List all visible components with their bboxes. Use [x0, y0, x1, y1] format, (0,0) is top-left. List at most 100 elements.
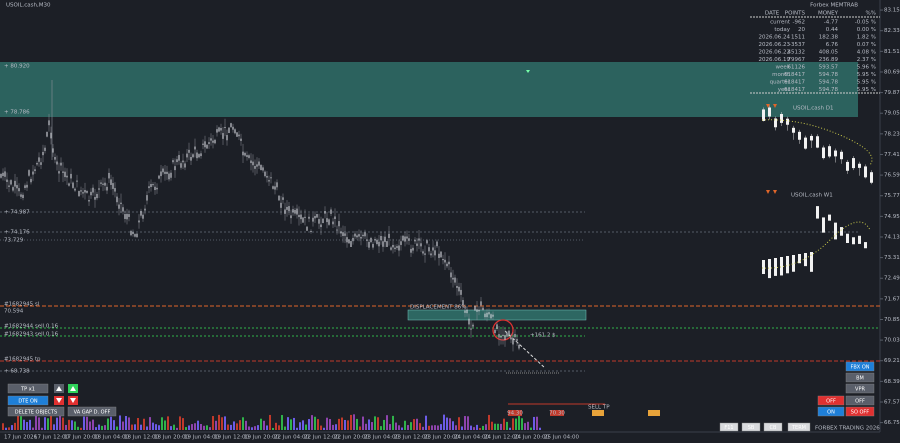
mini-body	[834, 222, 837, 240]
button-label[interactable]: SB	[748, 425, 755, 431]
candle-body	[144, 208, 146, 211]
button[interactable]	[817, 406, 845, 417]
table-cell: 2.37 %	[857, 57, 876, 63]
button-label[interactable]: DTE ON	[18, 399, 38, 405]
volume-bar	[227, 424, 229, 430]
volume-bar	[209, 427, 211, 430]
button-label[interactable]: F11	[724, 425, 733, 431]
volume-bar	[308, 419, 310, 430]
order-label: #1682945 tp	[4, 357, 41, 363]
candle-body	[388, 233, 390, 238]
button-label[interactable]: CB	[770, 425, 777, 431]
annotation: +161.2 $	[530, 333, 556, 339]
button[interactable]	[845, 372, 875, 383]
button-label[interactable]: OFF	[855, 399, 865, 405]
volume-bar	[38, 417, 40, 430]
annotation: USOIL.cash W1	[791, 193, 833, 199]
displacement-zone	[407, 309, 587, 321]
candle-body	[138, 220, 140, 223]
volume-bar	[41, 427, 43, 430]
candle-body	[298, 214, 300, 218]
volume-bar	[272, 427, 274, 430]
candle-body	[312, 217, 314, 222]
candle-body	[168, 173, 170, 180]
button[interactable]	[7, 383, 49, 394]
table-cell: 2026.06.23	[759, 42, 791, 48]
table-cell: quarter	[770, 80, 791, 86]
volume-bar	[131, 424, 133, 430]
button[interactable]	[7, 395, 49, 406]
candle-body	[310, 230, 312, 233]
price-tick-label: 70.035	[884, 338, 900, 344]
volume-bar	[242, 417, 244, 430]
button[interactable]	[845, 383, 875, 394]
table-cell: 1.82 %	[857, 35, 876, 41]
button-label[interactable]: OFF	[826, 399, 836, 405]
candle-body	[148, 186, 150, 189]
button[interactable]	[719, 422, 739, 432]
marker	[773, 104, 777, 108]
candle-body	[284, 209, 286, 214]
volume-bar	[89, 421, 91, 430]
candle-body	[410, 248, 412, 253]
button[interactable]	[845, 406, 875, 417]
volume-bars	[2, 414, 541, 430]
button[interactable]	[763, 422, 783, 432]
candle-body	[322, 218, 324, 224]
button-label[interactable]: TERM	[791, 425, 806, 431]
candle-body	[214, 139, 216, 144]
volume-bar	[341, 417, 343, 430]
button-label[interactable]: SO OFF	[851, 410, 870, 416]
button-label[interactable]: ON	[827, 410, 835, 416]
button[interactable]	[741, 422, 761, 432]
candle-body	[420, 243, 422, 247]
button[interactable]	[817, 395, 845, 406]
volume-bar	[440, 424, 442, 430]
volume-bar	[296, 427, 298, 430]
candle-body	[506, 333, 508, 337]
volume-bar	[152, 422, 154, 430]
candle-body	[356, 235, 358, 238]
price-tick-label: 79.875	[884, 90, 900, 96]
candle-body	[458, 286, 460, 292]
volume-bar	[410, 422, 412, 430]
candle-body	[254, 166, 256, 169]
button[interactable]	[67, 406, 117, 417]
candle-body	[438, 253, 440, 258]
volume-bar	[473, 427, 475, 430]
button[interactable]	[845, 361, 875, 372]
candle-body	[404, 236, 406, 242]
mini-body	[852, 158, 855, 169]
volume-bar	[413, 419, 415, 430]
candle-body	[450, 272, 452, 278]
volume-bar	[122, 421, 124, 430]
candle-body	[436, 241, 438, 247]
button[interactable]	[787, 422, 811, 432]
button[interactable]	[7, 406, 65, 417]
candle-body	[490, 314, 492, 319]
mini-body	[780, 257, 783, 276]
volume-bar	[65, 424, 67, 430]
button-label[interactable]: VA GAP D. OFF	[74, 410, 111, 416]
button[interactable]	[845, 395, 875, 406]
candle-body	[334, 216, 336, 220]
candle-body	[296, 208, 298, 215]
button-label[interactable]: VPR	[855, 387, 865, 393]
candle-body	[324, 211, 326, 214]
time-label: 22 Jun 12:00	[304, 435, 339, 441]
order-label: #1682943 sell 0.16	[4, 332, 59, 338]
button-label[interactable]: DELETE OBJECTS	[15, 410, 57, 416]
candle-body	[262, 167, 264, 171]
table-cell: -4.77	[824, 20, 839, 26]
volume-bar	[302, 420, 304, 430]
button-label[interactable]: TP x1	[20, 387, 35, 393]
candle-body	[174, 166, 176, 171]
candle-body	[518, 344, 520, 349]
mini-body	[762, 260, 765, 275]
button-label[interactable]: FBX ON	[851, 365, 870, 371]
volume-bar	[245, 420, 247, 430]
button-label[interactable]: BM	[856, 376, 864, 382]
volume-bar	[155, 424, 157, 430]
candle-body	[424, 253, 426, 255]
candle-body	[386, 241, 388, 247]
